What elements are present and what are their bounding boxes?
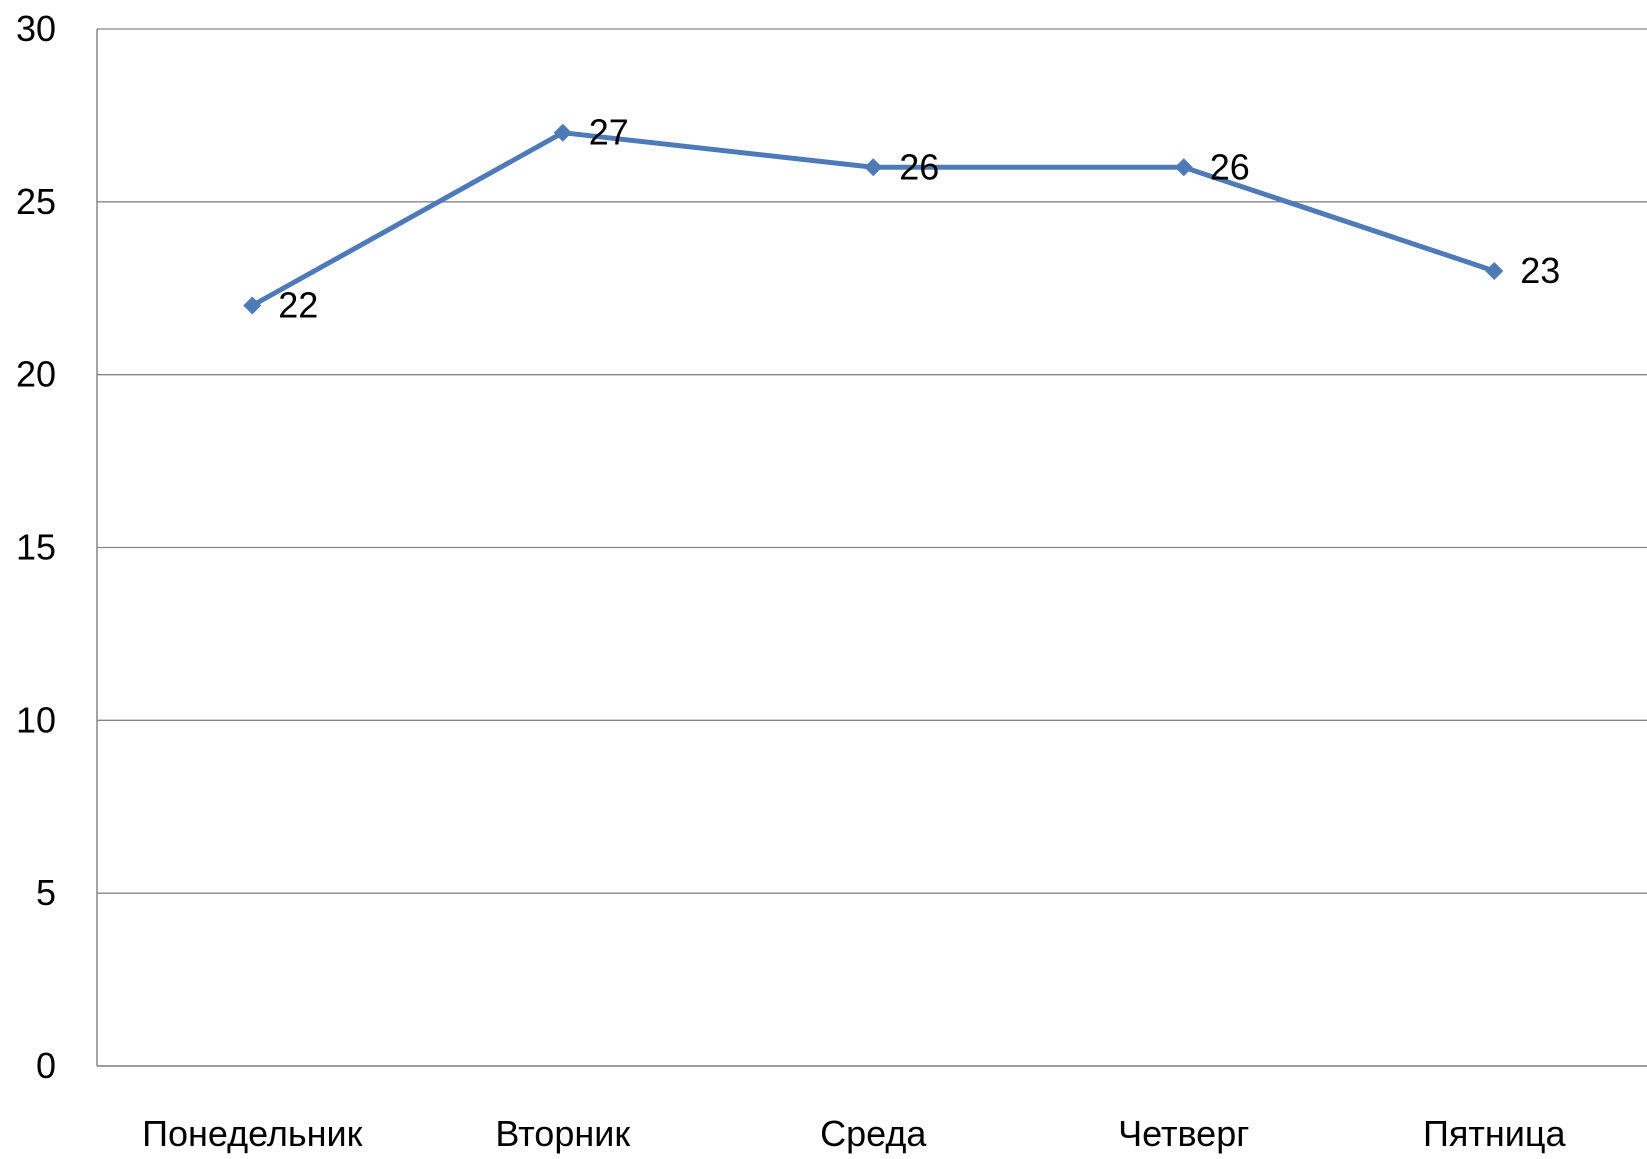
x-tick-label: Четверг: [1118, 1113, 1249, 1154]
data-label: 22: [278, 285, 318, 326]
y-tick-label: 10: [16, 699, 56, 740]
data-label: 26: [1210, 146, 1250, 187]
data-labels: 22 27 26 26 23: [278, 112, 1560, 326]
x-tick-label: Пятница: [1423, 1113, 1566, 1154]
y-tick-label: 0: [36, 1045, 56, 1086]
y-axis: 0 5 10 15 20 25 30: [16, 8, 98, 1086]
x-tick-label: Вторник: [495, 1113, 630, 1154]
data-point-marker: [1485, 261, 1504, 280]
y-tick-label: 25: [16, 181, 56, 222]
y-tick-label: 30: [16, 8, 56, 49]
x-axis: Понедельник Вторник Среда Четверг Пятница: [97, 1065, 1647, 1154]
data-label: 23: [1520, 250, 1560, 291]
x-tick-label: Среда: [820, 1113, 927, 1154]
data-point-marker: [864, 158, 883, 177]
data-point-marker: [553, 123, 572, 142]
y-tick-label: 20: [16, 354, 56, 395]
x-tick-label: Понедельник: [142, 1113, 363, 1154]
data-label: 27: [589, 112, 629, 153]
data-label: 26: [899, 146, 939, 187]
data-point-marker: [243, 296, 262, 315]
gridlines: [97, 28, 1647, 1067]
series-group: [243, 123, 1504, 315]
data-point-marker: [1174, 158, 1193, 177]
y-tick-label: 5: [36, 872, 56, 913]
y-tick-label: 15: [16, 527, 56, 568]
